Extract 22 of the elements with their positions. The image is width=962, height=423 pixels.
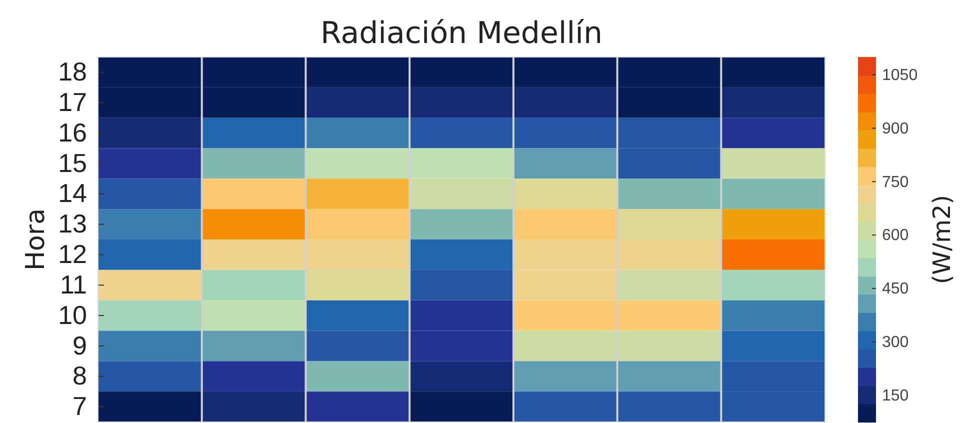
y-tick-label: 8 [72, 360, 87, 391]
color-bar-label: 150 [882, 387, 909, 404]
color-bar-label: 450 [882, 280, 909, 298]
y-tick-label: 15 [58, 148, 87, 178]
color-bar-label: 900 [882, 120, 909, 138]
y-tick-label: 10 [58, 300, 87, 330]
chart-title: Radiación Medellín [320, 16, 602, 51]
y-tick-label: 12 [58, 239, 87, 270]
color-bar-label: 750 [882, 174, 909, 191]
color-bar-label: 300 [882, 334, 909, 351]
y-axis-title: Hora [21, 208, 51, 271]
y-tick-label: 13 [58, 208, 87, 239]
y-tick-label: 14 [58, 178, 87, 208]
y-tick-label: 11 [60, 269, 87, 300]
y-tick-label: 9 [72, 330, 87, 360]
y-tick-label: 17 [58, 86, 87, 117]
color-bar-label: 1050 [882, 66, 918, 84]
color-bar-title: (W/m2) [928, 194, 956, 284]
y-tick-label: 18 [58, 56, 87, 87]
y-tick-label: 7 [72, 391, 87, 422]
color-bar-label: 600 [882, 227, 909, 244]
y-tick-label: 16 [58, 117, 87, 148]
